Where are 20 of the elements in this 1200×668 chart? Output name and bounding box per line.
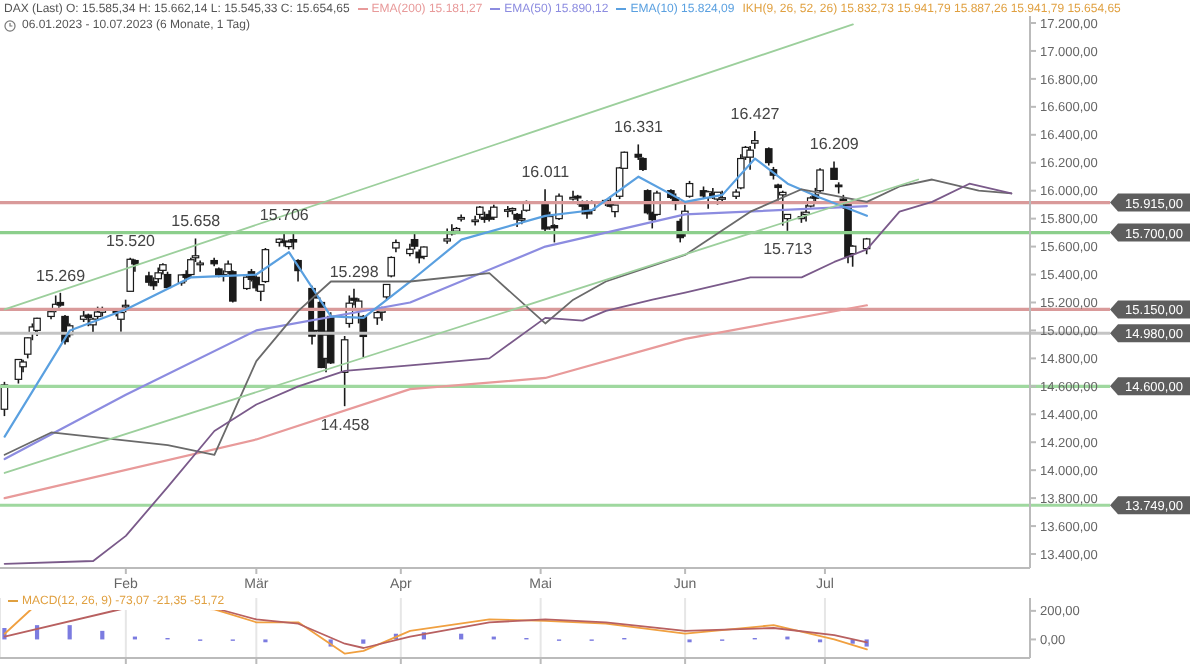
annotation: 15.269 [36,266,87,285]
annotation: 16.209 [809,135,860,154]
line-series [3,204,868,461]
candlestick [764,146,773,167]
annotation: 16.331 [614,118,665,137]
candlestick [778,189,787,227]
annotation: 14.458 [320,415,371,434]
candlestick [340,335,349,407]
candlestick [816,167,824,193]
bar [67,625,72,640]
annotation: 15.706 [259,205,310,224]
line-series [3,304,868,500]
line-series [3,182,1013,565]
annotation: 15.520 [106,231,157,250]
annotation: 15.713 [763,240,814,259]
candlestick [830,160,838,181]
annotation: 15.658 [171,212,222,231]
annotation: 15.298 [329,262,380,281]
annotation: 16.011 [521,163,571,182]
annotation: 16.427 [730,105,781,124]
